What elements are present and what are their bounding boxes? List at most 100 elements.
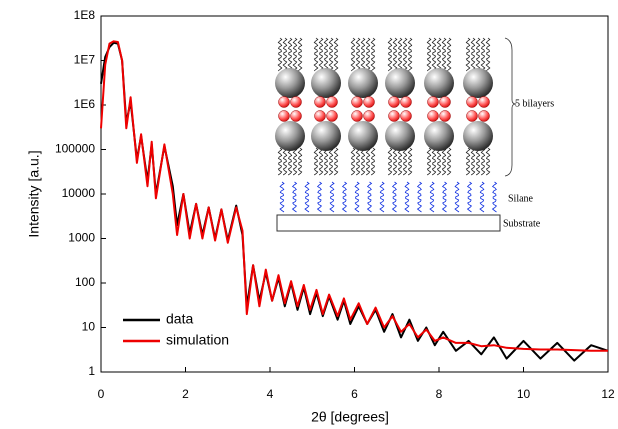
- inset-sphere: [463, 68, 493, 98]
- inset-chain: [313, 147, 319, 176]
- inset-chain: [397, 37, 403, 72]
- inset-red-sphere: [388, 110, 400, 122]
- inset-red-sphere: [388, 96, 400, 108]
- inset-chain: [282, 147, 288, 176]
- inset-chain: [431, 147, 437, 176]
- inset-chain: [407, 147, 413, 176]
- inset-red-sphere: [427, 96, 439, 108]
- inset-red-sphere: [478, 110, 490, 122]
- inset-chain: [333, 147, 339, 176]
- inset-chain: [365, 37, 371, 72]
- x-tick-label: 2: [182, 387, 189, 401]
- inset-chain: [333, 37, 339, 72]
- inset-sphere: [348, 68, 378, 98]
- inset-chain: [446, 37, 452, 72]
- inset-chain: [350, 147, 356, 176]
- inset-sphere: [275, 121, 305, 151]
- inset-label: 5 bilayers: [515, 98, 554, 109]
- inset-chain: [491, 181, 498, 213]
- inset-red-sphere: [439, 110, 451, 122]
- inset-red-sphere: [439, 96, 451, 108]
- inset-sphere: [385, 121, 415, 151]
- inset-chain: [470, 37, 476, 72]
- inset-chain: [479, 181, 485, 213]
- inset-chain: [441, 37, 447, 72]
- inset-bracket: [504, 37, 517, 177]
- inset-chain: [360, 37, 366, 72]
- inset-substrate: [276, 214, 501, 232]
- inset-chain: [387, 147, 393, 176]
- inset-chain: [465, 37, 471, 72]
- x-tick-label: 8: [436, 387, 443, 401]
- inset-red-sphere: [466, 110, 478, 122]
- y-tick-label: 1E8: [74, 8, 96, 22]
- y-tick-label: 1: [88, 364, 95, 378]
- inset-chain: [431, 37, 437, 72]
- inset-chain: [475, 147, 481, 176]
- inset-chain: [297, 147, 303, 176]
- inset-chain: [287, 147, 293, 176]
- y-tick-label: 100: [75, 275, 95, 289]
- inset-red-sphere: [314, 96, 326, 108]
- inset-chain: [402, 147, 408, 176]
- inset-chain: [355, 147, 361, 176]
- inset-chain: [328, 147, 334, 176]
- inset-red-sphere: [478, 96, 490, 108]
- series-line: [100, 40, 608, 352]
- inset-chain: [480, 147, 486, 176]
- inset-red-sphere: [326, 96, 338, 108]
- inset-sphere: [311, 121, 341, 151]
- inset-chain: [355, 37, 361, 72]
- inset-chain: [292, 147, 298, 176]
- inset-red-sphere: [400, 110, 412, 122]
- inset-chain: [485, 37, 491, 72]
- inset-chain: [436, 147, 442, 176]
- x-tick-label: 0: [98, 387, 105, 401]
- x-tick-label: 4: [267, 387, 274, 401]
- y-tick-label: 100000: [55, 142, 95, 156]
- inset-chain: [313, 37, 319, 72]
- x-axis-title: 2θ [degrees]: [311, 409, 389, 425]
- inset-red-sphere: [278, 110, 290, 122]
- inset-chain: [466, 181, 473, 213]
- y-tick-label: 10000: [62, 186, 96, 200]
- inset-chain: [292, 37, 298, 72]
- inset-red-sphere: [326, 110, 338, 122]
- inset-chain: [392, 37, 398, 72]
- inset-chain: [454, 181, 460, 213]
- inset-chain: [350, 37, 356, 72]
- inset-label: Substrate: [503, 218, 541, 229]
- inset-chain: [277, 37, 283, 72]
- legend-label: simulation: [166, 332, 229, 348]
- inset-chain: [291, 181, 298, 213]
- inset-chain: [279, 181, 285, 213]
- y-tick-label: 1E7: [74, 53, 96, 67]
- inset-chain: [282, 37, 288, 72]
- inset-chain: [407, 37, 413, 72]
- inset-red-sphere: [314, 110, 326, 122]
- inset-chain: [391, 181, 398, 213]
- inset-chain: [304, 181, 310, 213]
- inset-chain: [426, 147, 432, 176]
- inset-chain: [470, 147, 476, 176]
- inset-red-sphere: [351, 96, 363, 108]
- inset-chain: [323, 147, 329, 176]
- y-tick-label: 1000: [68, 231, 95, 245]
- inset-chain: [465, 147, 471, 176]
- inset-red-sphere: [427, 110, 439, 122]
- inset-chain: [446, 147, 452, 176]
- inset-chain: [441, 181, 448, 213]
- inset-chain: [341, 181, 348, 213]
- inset-sphere: [424, 121, 454, 151]
- inset-chain: [360, 147, 366, 176]
- legend-label: data: [166, 311, 193, 327]
- inset-red-sphere: [466, 96, 478, 108]
- inset-red-sphere: [290, 110, 302, 122]
- inset-chain: [354, 181, 360, 213]
- inset-chain: [392, 147, 398, 176]
- inset-chain: [397, 147, 403, 176]
- inset-chain: [297, 37, 303, 72]
- inset-chain: [416, 181, 423, 213]
- inset-chain: [436, 37, 442, 72]
